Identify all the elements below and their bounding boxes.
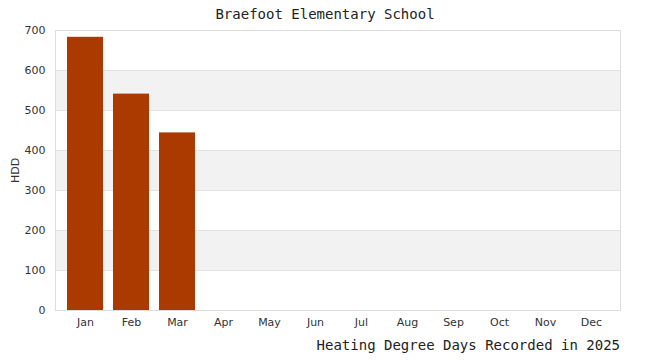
svg-text:600: 600: [25, 64, 46, 77]
svg-text:0: 0: [39, 304, 46, 317]
svg-text:Feb: Feb: [122, 316, 141, 329]
svg-text:HDD: HDD: [9, 158, 22, 183]
svg-text:Nov: Nov: [535, 316, 557, 329]
svg-text:Jan: Jan: [76, 316, 94, 329]
svg-text:Jun: Jun: [306, 316, 324, 329]
svg-text:700: 700: [25, 26, 46, 37]
svg-text:May: May: [258, 316, 281, 329]
svg-text:Apr: Apr: [214, 316, 234, 329]
svg-text:Oct: Oct: [490, 316, 510, 329]
svg-text:300: 300: [25, 184, 46, 197]
svg-text:400: 400: [25, 144, 46, 157]
svg-text:Jul: Jul: [354, 316, 368, 329]
svg-text:Dec: Dec: [581, 316, 602, 329]
html-text:Braefoot Elementary School: Braefoot Elementary School: [215, 6, 435, 22]
svg-text:500: 500: [25, 104, 46, 117]
svg-text:100: 100: [25, 264, 46, 277]
svg-text:Mar: Mar: [167, 316, 188, 329]
html-text:Heating Degree Days Recorded i: Heating Degree Days Recorded in 2025: [316, 337, 620, 353]
svg-text:Aug: Aug: [397, 316, 418, 329]
svg-text:200: 200: [25, 224, 46, 237]
svg-text:Sep: Sep: [443, 316, 464, 329]
